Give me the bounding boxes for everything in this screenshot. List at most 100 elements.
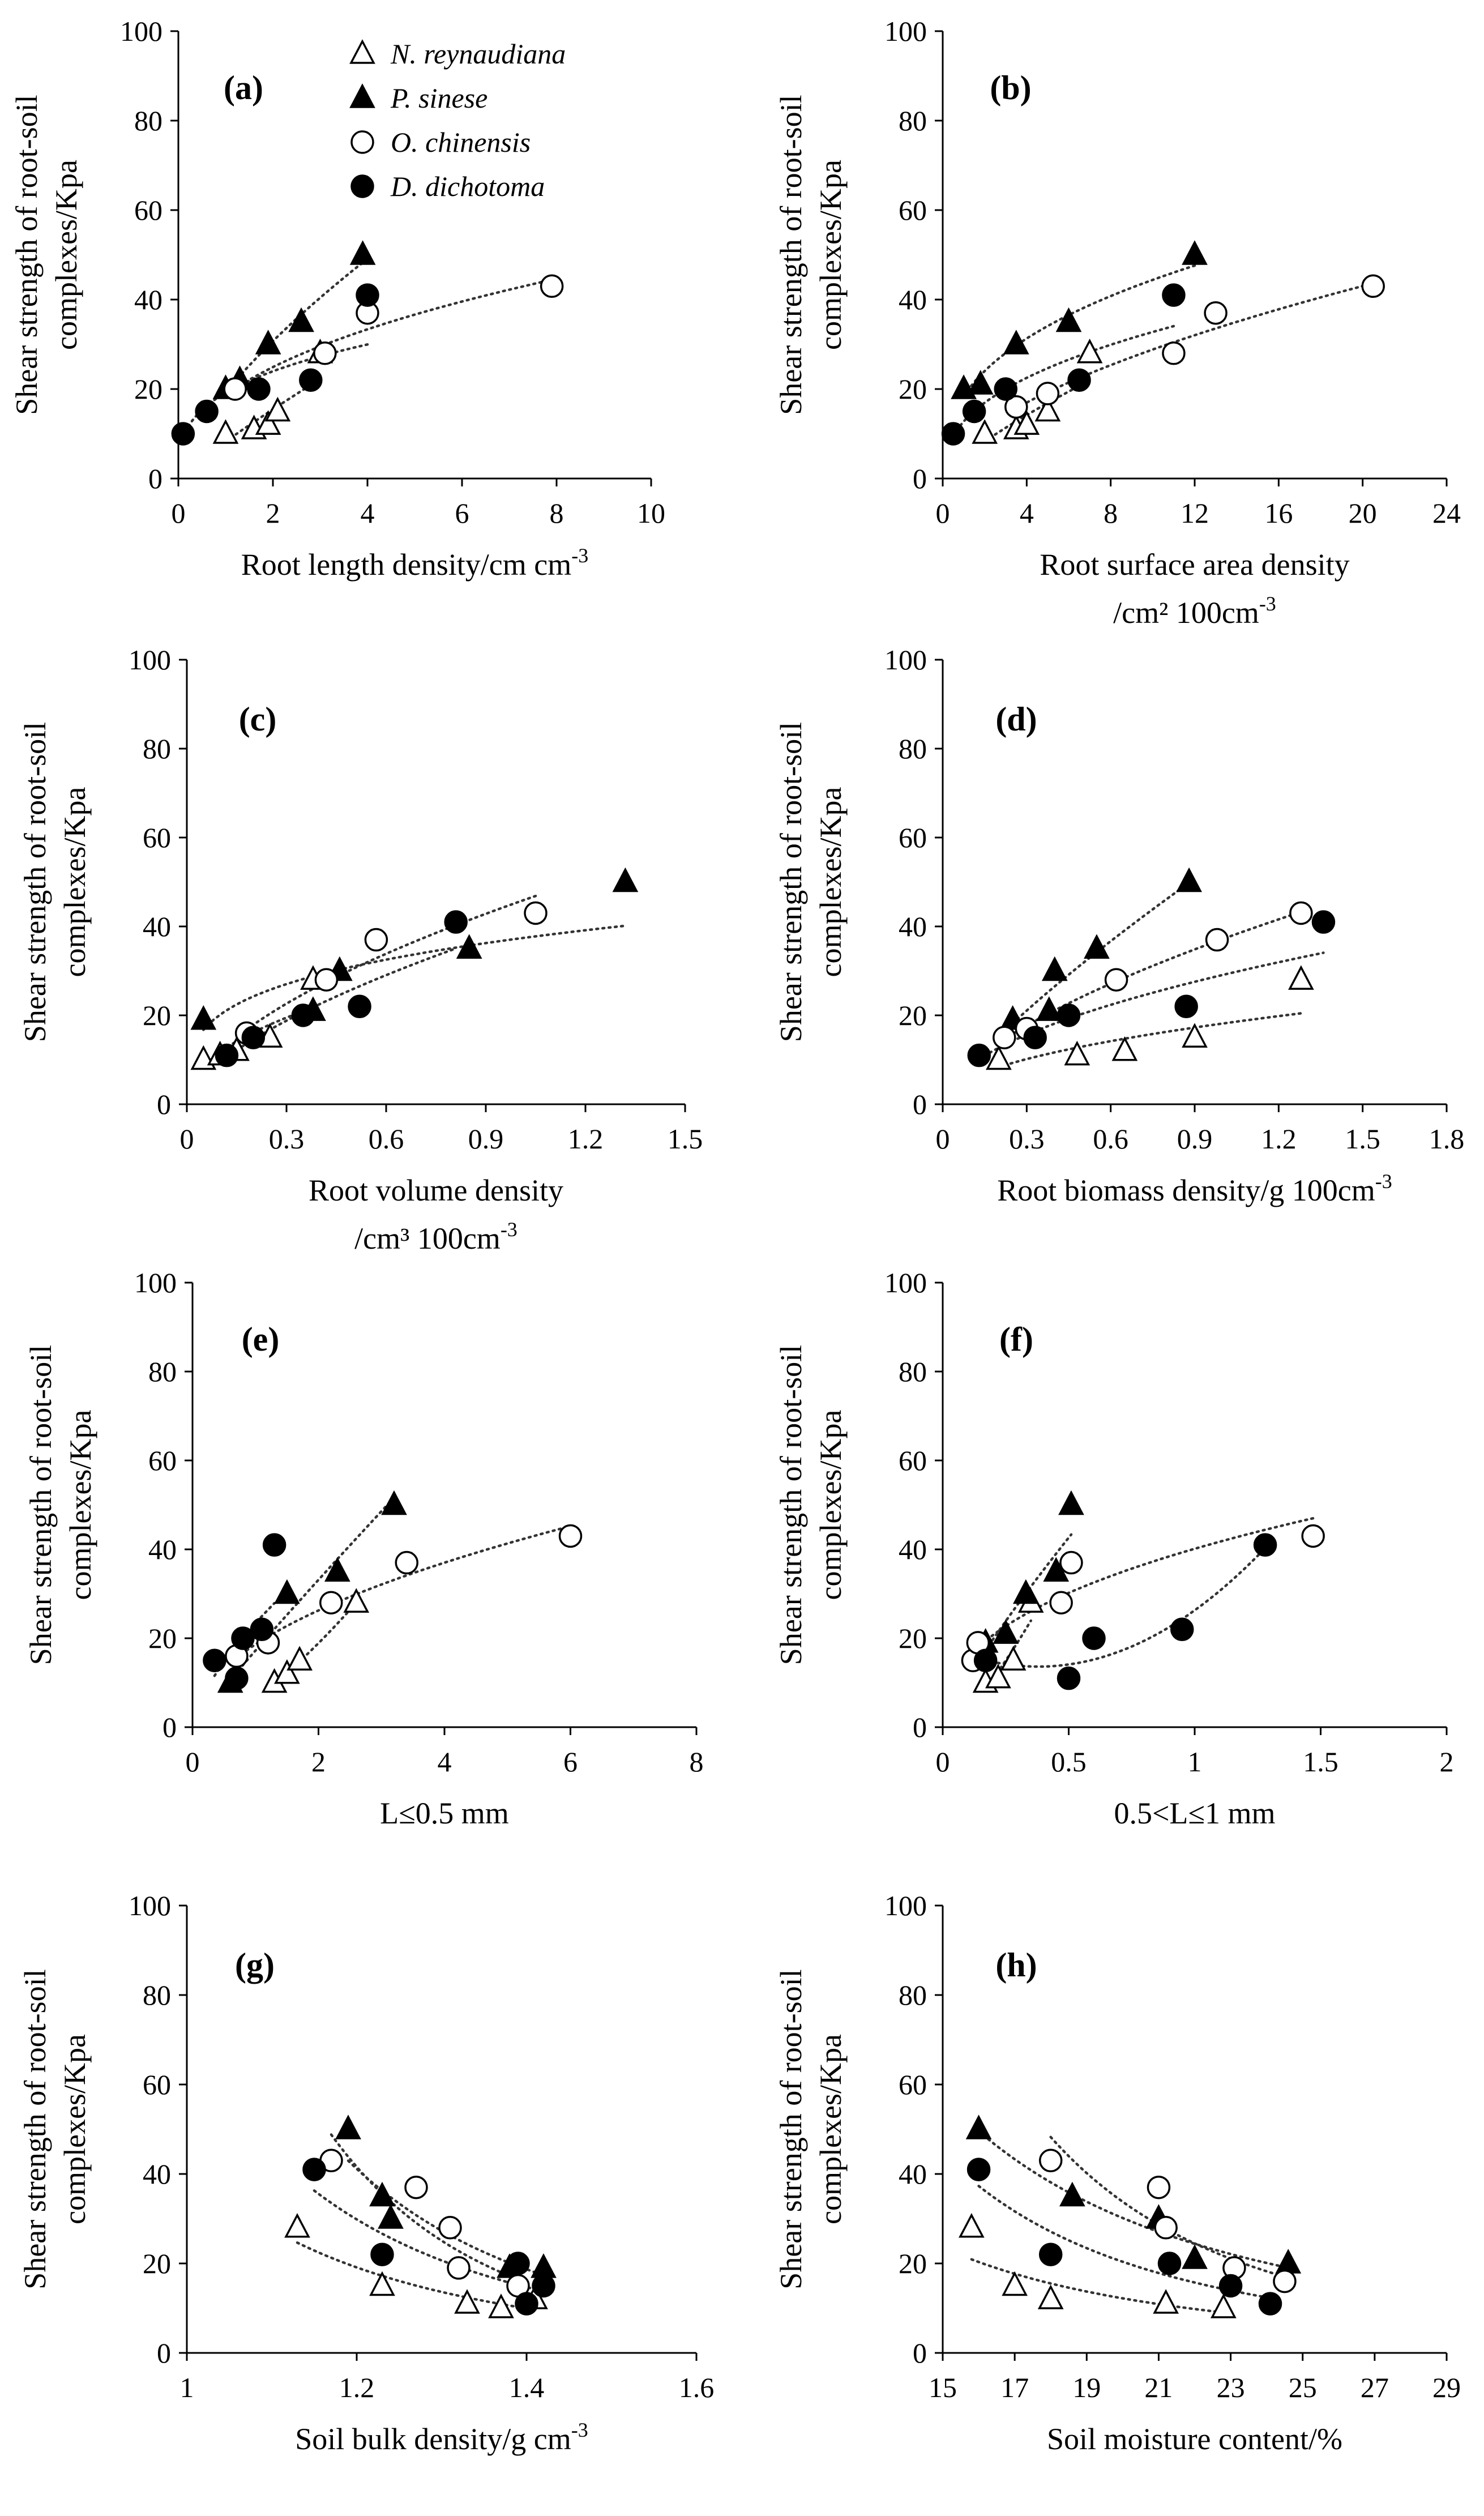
x-tick-label: 0.9 — [468, 1123, 504, 1155]
y-tick-label: 60 — [899, 1445, 927, 1476]
point-p-sinese — [335, 2115, 361, 2139]
x-tick-label: 23 — [1217, 2372, 1245, 2403]
point-p-sinese — [255, 330, 281, 354]
point-d-dichotoma — [1157, 2252, 1182, 2275]
point-n-reynaudiana — [1064, 1040, 1090, 1066]
point-n-reynaudiana — [284, 2212, 310, 2238]
y-tick-label: 100 — [884, 1267, 927, 1298]
x-tick-label: 12 — [1181, 497, 1209, 529]
point-p-sinese — [531, 2253, 557, 2278]
x-tick-label: 1 — [180, 2372, 194, 2403]
legend-marker-o-chinensis — [350, 130, 374, 154]
y-tick-label: 100 — [129, 644, 171, 676]
x-tick-label: 0.6 — [1093, 1123, 1128, 1155]
point-p-sinese — [378, 2204, 404, 2229]
point-p-sinese — [1176, 867, 1202, 892]
trend-line-o-chinensis — [235, 1524, 572, 1659]
panel-e: 0 20 40 60 80 100 0 2 4 6 8 L≤0.5 mm Shear strength … — [24, 1267, 704, 1830]
legend: N. reynaudiana P. sinese O. chinensis D. di… — [349, 38, 566, 202]
y-tick-label: 80 — [148, 1356, 177, 1387]
x-axis-label: 0.5<L≤1 mm — [1114, 1796, 1275, 1830]
point-n-reynaudiana — [1076, 338, 1103, 364]
y-tick-label: 40 — [143, 911, 171, 942]
panel-label: (g) — [235, 1946, 275, 1984]
point-d-dichotoma — [203, 1648, 226, 1672]
point-o-chinensis — [1205, 928, 1229, 952]
y-tick-label: 40 — [148, 1533, 177, 1565]
point-d-dichotoma — [1258, 2292, 1282, 2316]
point-d-dichotoma — [1253, 1533, 1277, 1557]
point-p-sinese — [612, 867, 639, 892]
point-o-chinensis — [1154, 2216, 1178, 2240]
point-d-dichotoma — [967, 1043, 991, 1067]
y-axis-label-line1: Shear strength of root-soil — [24, 1345, 58, 1665]
point-p-sinese — [1055, 307, 1082, 332]
y-tick-label: 0 — [913, 1711, 927, 1743]
y-tick-label: 100 — [884, 644, 927, 676]
y-axis-label-line1: Shear strength of root-soil — [18, 1969, 52, 2289]
point-d-dichotoma — [250, 1617, 274, 1642]
point-n-reynaudiana — [488, 2293, 514, 2318]
y-tick-label: 20 — [143, 999, 171, 1031]
point-n-reynaudiana — [343, 1588, 370, 1613]
trend-line-d-dichotoma — [984, 1547, 1267, 1668]
x-tick-label: 0.6 — [369, 1123, 404, 1155]
point-o-chinensis — [1289, 901, 1313, 925]
y-tick-label: 80 — [899, 1356, 927, 1387]
x-tick-label: 8 — [1104, 497, 1118, 529]
y-axis-label-line2: complexes/Kpa — [814, 787, 848, 977]
trend-line-d-dichotoma — [952, 324, 1175, 437]
x-tick-label: 1.2 — [568, 1123, 604, 1155]
point-o-chinensis — [319, 1591, 343, 1614]
point-d-dichotoma — [1057, 1003, 1081, 1027]
x-tick-label: 0 — [180, 1123, 194, 1155]
trend-line-n-reynaudiana — [296, 2241, 537, 2311]
point-n-reynaudiana — [286, 1646, 313, 1671]
point-n-reynaudiana — [959, 2212, 985, 2238]
x-tick-label: 15 — [929, 2372, 957, 2403]
trend-line-d-dichotoma — [313, 2189, 545, 2293]
trend-line-n-reynaudiana — [997, 1012, 1303, 1069]
legend-marker-p-sinese — [349, 83, 375, 108]
x-tick-label: 17 — [1000, 2372, 1029, 2403]
point-d-dichotoma — [1082, 1626, 1106, 1650]
trend-line-p-sinese — [962, 264, 1196, 398]
y-tick-label: 60 — [148, 1445, 177, 1476]
point-p-sinese — [274, 1579, 300, 1604]
point-n-reynaudiana — [255, 410, 281, 435]
y-tick-label: 60 — [899, 194, 927, 226]
x-tick-label: 6 — [563, 1746, 578, 1778]
point-d-dichotoma — [1057, 1666, 1081, 1690]
y-tick-label: 20 — [899, 1622, 927, 1654]
legend-label-o-chinensis: O. chinensis — [391, 126, 531, 158]
legend-label-p-sinese: P. sinese — [390, 82, 487, 114]
point-o-chinensis — [524, 901, 548, 925]
x-axis-label-line2: /cm² 100cm-3 — [1113, 592, 1276, 630]
x-tick-label: 1 — [1188, 1746, 1202, 1778]
point-n-reynaudiana — [972, 419, 998, 444]
y-axis-label-line2: complexes/Kpa — [58, 787, 92, 977]
y-tick-label: 100 — [129, 1890, 171, 1921]
point-d-dichotoma — [515, 2292, 538, 2316]
point-n-reynaudiana — [1153, 2289, 1179, 2314]
point-p-sinese — [1041, 956, 1068, 981]
x-tick-label: 8 — [550, 497, 564, 529]
x-tick-label: 24 — [1432, 497, 1461, 529]
y-tick-label: 80 — [899, 105, 927, 136]
panel-g: 0 20 40 60 80 100 1 1.2 1.4 1.6 Soil bulk density/… — [18, 1890, 714, 2456]
point-d-dichotoma — [1170, 1617, 1194, 1642]
point-d-dichotoma — [994, 377, 1017, 401]
x-tick-label: 21 — [1144, 2372, 1173, 2403]
x-tick-label: 25 — [1289, 2372, 1317, 2403]
y-tick-label: 60 — [899, 2069, 927, 2100]
panel-h: 0 20 40 60 80 100 15 17 19 21 23 25 27 29 Soil moistur… — [774, 1890, 1461, 2456]
x-tick-label: 0 — [936, 1746, 950, 1778]
point-p-sinese — [190, 1005, 217, 1030]
y-tick-label: 80 — [899, 733, 927, 764]
point-o-chinensis — [438, 2216, 462, 2240]
x-axis-label-superscript: -3 — [1259, 592, 1276, 615]
point-p-sinese — [349, 240, 376, 265]
x-tick-label: 2 — [311, 1746, 326, 1778]
x-tick-label: 1.8 — [1429, 1123, 1465, 1155]
